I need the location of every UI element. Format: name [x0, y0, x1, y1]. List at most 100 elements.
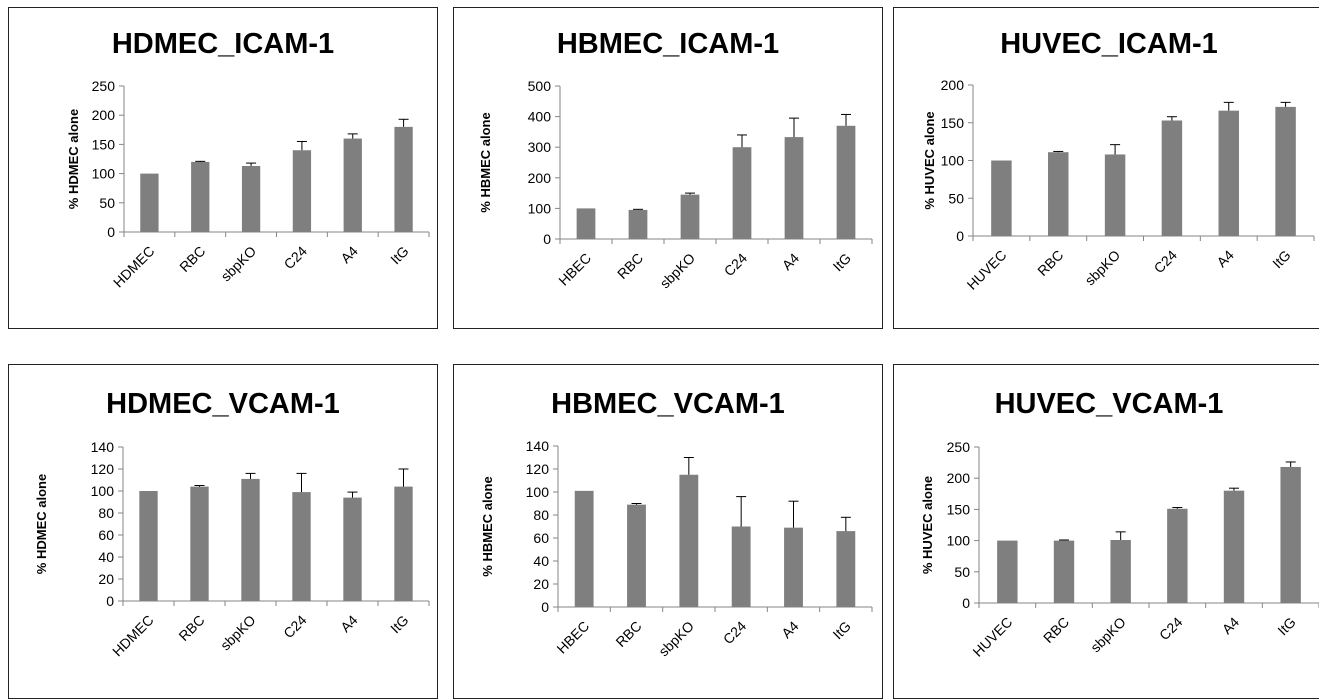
y-tick-label: 0: [107, 224, 115, 240]
bar-c24: [1161, 120, 1183, 236]
chart-title: HDMEC_VCAM-1: [106, 388, 340, 420]
bar-rbc: [1048, 152, 1069, 236]
category-label-itg: ItG: [1274, 614, 1299, 639]
bar-c24: [731, 526, 751, 607]
category-label-a4: A4: [778, 618, 802, 642]
y-tick-label: 40: [533, 553, 549, 569]
y-tick-label: 0: [106, 593, 114, 609]
category-label-c24: C24: [280, 612, 310, 642]
category-label-a4: A4: [1213, 247, 1237, 271]
bar-hdmec: [140, 173, 159, 232]
bar-a4: [1223, 490, 1245, 603]
bar-chart: HBMEC_VCAM-1 % HBMEC alone 0 20 40 60 80 100 120…: [480, 388, 873, 660]
y-tick-label: 100: [526, 484, 550, 500]
chart-title: HDMEC_ICAM-1: [112, 28, 334, 60]
y-tick-label: 100: [941, 153, 965, 169]
chart-panel-hbmec-vcam1: HBMEC_VCAM-1 % HBMEC alone 0 20 40 60 80 100 120…: [453, 364, 883, 699]
chart-title: HBMEC_VCAM-1: [551, 388, 785, 420]
category-label-c24: C24: [1151, 247, 1181, 277]
category-label-sbpko: sbpKO: [218, 243, 260, 285]
bar-sbpko: [680, 194, 700, 239]
category-label-itg: ItG: [1269, 247, 1294, 272]
y-tick-label: 0: [956, 228, 964, 244]
y-tick-label: 250: [92, 78, 116, 94]
category-label-hbec: HBEC: [555, 250, 594, 289]
chart-panel-huvec-icam1: HUVEC_ICAM-1 % HUVEC alone 0 50 100 150 200 HUV…: [893, 7, 1319, 329]
category-label-hbec: HBEC: [553, 618, 592, 657]
bar-c24: [732, 147, 752, 239]
bar-itg: [836, 531, 856, 607]
chart-title: HUVEC_VCAM-1: [995, 388, 1224, 420]
y-tick-label: 80: [533, 507, 549, 523]
y-axis-label: % HUVEC alone: [922, 111, 937, 209]
y-tick-label: 60: [98, 527, 114, 543]
y-tick-label: 0: [541, 599, 549, 615]
y-tick-label: 120: [526, 461, 550, 477]
category-label-c24: C24: [281, 243, 311, 273]
bar-chart: HDMEC_ICAM-1 % HDMEC alone 0 50 100 150 200 250…: [66, 28, 430, 291]
category-label-a4: A4: [337, 612, 361, 636]
y-tick-label: 250: [947, 439, 971, 455]
bar-sbpko: [241, 478, 260, 601]
category-label-rbc: RBC: [1034, 247, 1066, 279]
category-label-rbc: RBC: [614, 250, 646, 282]
y-tick-label: 140: [91, 439, 115, 455]
bar-itg: [394, 126, 413, 232]
bar-rbc: [190, 486, 209, 601]
bar-chart: HBMEC_ICAM-1 % HBMEC alone 0 100 200 300 400 50…: [478, 28, 873, 292]
category-label-itg: ItG: [830, 250, 855, 275]
category-label-a4: A4: [779, 250, 803, 274]
chart-title: HUVEC_ICAM-1: [1000, 28, 1218, 60]
bar-sbpko: [1104, 154, 1126, 236]
bar-rbc: [627, 504, 646, 607]
y-tick-label: 150: [947, 501, 971, 517]
category-label-huvec: HUVEC: [964, 247, 1010, 293]
y-tick-label: 200: [92, 107, 116, 123]
y-tick-label: 200: [941, 77, 965, 93]
category-label-sbpko: sbpKO: [217, 612, 259, 654]
category-label-sbpko: sbpKO: [655, 618, 697, 660]
bar-huvec: [997, 540, 1018, 603]
bar-hdmec: [139, 491, 158, 601]
category-label-itg: ItG: [829, 618, 854, 643]
category-label-sbpko: sbpKO: [657, 250, 699, 292]
chart-panel-hdmec-vcam1: HDMEC_VCAM-1 % HDMEC alone 0 20 40 60 80 100 120…: [8, 364, 438, 699]
y-tick-label: 50: [948, 190, 964, 206]
y-tick-label: 100: [91, 483, 115, 499]
y-tick-label: 20: [533, 576, 549, 592]
y-tick-label: 200: [528, 170, 552, 186]
category-label-hdmec: HDMEC: [110, 243, 158, 291]
bar-a4: [1218, 110, 1239, 236]
bar-a4: [343, 497, 362, 601]
y-axis-label: % HBMEC alone: [478, 112, 493, 212]
y-axis-label: % HDMEC alone: [34, 474, 49, 574]
bar-rbc: [628, 209, 648, 239]
y-axis-label: % HDMEC alone: [66, 109, 81, 209]
category-label-c24: C24: [1156, 614, 1186, 644]
y-tick-label: 150: [941, 115, 965, 131]
category-label-a4: A4: [1219, 614, 1243, 638]
bar-a4: [784, 527, 803, 607]
category-label-rbc: RBC: [1040, 614, 1072, 646]
bar-c24: [292, 492, 311, 601]
bar-rbc: [1053, 540, 1075, 603]
y-tick-label: 150: [92, 136, 116, 152]
bar-a4: [784, 137, 804, 239]
bar-sbpko: [241, 166, 261, 232]
y-tick-label: 80: [98, 505, 114, 521]
y-axis-label: % HBMEC alone: [480, 476, 495, 576]
bar-chart: HUVEC_VCAM-1 % HUVEC alone 0 50 100 150 200 250…: [920, 388, 1319, 660]
y-tick-label: 0: [962, 595, 970, 611]
category-label-rbc: RBC: [175, 612, 207, 644]
bar-rbc: [191, 161, 210, 232]
bar-a4: [343, 138, 362, 232]
category-label-rbc: RBC: [176, 243, 208, 275]
chart-panel-hbmec-icam1: HBMEC_ICAM-1 % HBMEC alone 0 100 200 300 400 50…: [453, 7, 883, 329]
bar-hbec: [574, 490, 594, 607]
y-tick-label: 100: [92, 166, 116, 182]
y-tick-label: 40: [98, 549, 114, 565]
y-tick-label: 120: [91, 461, 115, 477]
bar-itg: [1275, 106, 1296, 237]
bar-c24: [292, 150, 312, 232]
